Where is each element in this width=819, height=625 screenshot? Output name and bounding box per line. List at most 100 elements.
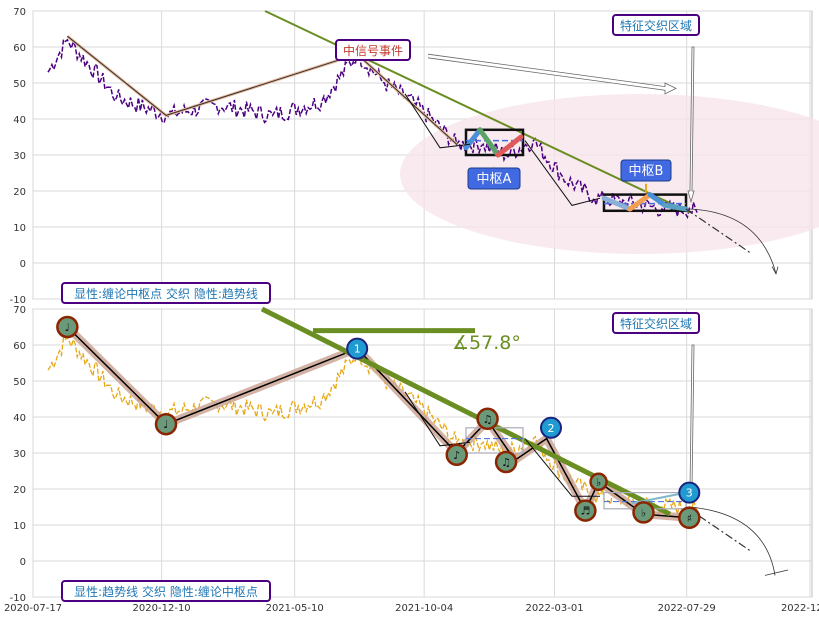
pivot-number-text: 3: [686, 487, 693, 500]
zone-arrow-top: [687, 46, 695, 204]
pivot-a-label: 中枢A: [467, 167, 521, 190]
x-tick-label: 2021-05-10: [266, 603, 324, 614]
bottom-y-tick-label: 10: [13, 521, 26, 532]
pivot-b-label: 中枢B: [620, 159, 672, 182]
note-marker: ♪: [445, 443, 468, 467]
top-y-tick-label: 30: [13, 151, 26, 162]
pivot-a-text: 中枢A: [477, 172, 512, 187]
top-y-tick-label: 40: [13, 115, 26, 126]
note-marker-glyph: ♪: [453, 449, 460, 462]
bottom-segment-a: [404, 391, 471, 447]
mid-legend-label: 显性:缠论中枢点 交织 隐性:趋势线: [61, 282, 271, 304]
top-projection-curve: [689, 208, 777, 274]
note-marker-glyph: ♩: [65, 321, 70, 334]
bottom-y-tick-label: 30: [13, 449, 26, 460]
top-y-tick-label: 60: [13, 43, 26, 54]
note-marker-glyph: ♫: [501, 456, 511, 469]
note-marker: ♯: [678, 506, 701, 530]
x-tick-label: 2021-10-04: [395, 603, 453, 614]
pivot-number-circle: [346, 337, 369, 360]
x-tick-label: 2022-03-01: [525, 603, 583, 614]
pivot-a-box: [464, 128, 525, 157]
bottom-legend-text: 显性:趋势线 交织 隐性:缠论中枢点: [74, 584, 258, 599]
angle-label: ∡57.8°: [452, 332, 521, 354]
pivot-number-text: 1: [354, 343, 361, 356]
note-marker-circle: [589, 472, 608, 492]
top-y-tick-label: -10: [10, 295, 26, 306]
note-marker-circle: [494, 450, 518, 474]
top-zone-label: 特征交织区域: [612, 14, 700, 36]
top-stroke-line: [67, 35, 458, 145]
bottom-y-tick-label: 50: [13, 377, 26, 388]
pivot-number-circle: [540, 416, 562, 439]
top-y-tick-label: 10: [13, 223, 26, 234]
bottom-projection-cap: [764, 569, 789, 576]
x-tick-label: 2020-07-17: [4, 603, 62, 614]
note-marker-circle: [445, 443, 468, 467]
note-marker-glyph: ♭: [641, 506, 646, 519]
bottom-pivot-a-box: [465, 427, 524, 454]
bottom-y-tick-label: 70: [13, 305, 26, 316]
note-marker-circle: [56, 315, 79, 339]
pivot-b-zigzag: [601, 195, 633, 212]
top-y-tick-label: 50: [13, 79, 26, 90]
note-marker: ♭: [589, 472, 608, 492]
note-marker: ♫: [476, 407, 499, 431]
x-tick-label: 2020-12-10: [133, 603, 191, 614]
x-tick-label: 2022-07-29: [658, 603, 716, 614]
x-tick-label: 2022-12-16: [781, 603, 819, 614]
signal-arrow: [427, 53, 677, 95]
note-marker: ♫: [494, 450, 518, 474]
top-segment-b: [524, 140, 601, 206]
bottom-y-tick-label: 20: [13, 485, 26, 496]
pivot-a-zigzag: [477, 127, 501, 158]
bottom-zone-text: 特征交织区域: [620, 316, 692, 331]
note-marker-glyph: ♯: [687, 512, 692, 525]
pivot-a-zigzag: [495, 134, 524, 158]
top-y-tick-label: 0: [20, 259, 26, 270]
note-marker-circle: [476, 407, 499, 431]
bottom-legend-label: 显性:趋势线 交织 隐性:缠论中枢点: [61, 580, 271, 602]
note-marker-circle: [574, 499, 597, 522]
pivot-b-text: 中枢B: [629, 164, 664, 179]
top-signal-label: 中信号事件: [335, 39, 411, 61]
bottom-zone-label: 特征交织区域: [612, 312, 700, 334]
note-marker: ♩: [154, 412, 178, 436]
pivot-b-zigzag: [627, 192, 653, 212]
pivot-number-text: 2: [548, 422, 555, 435]
note-marker-circle: [678, 506, 701, 530]
bottom-y-tick-label: 60: [13, 341, 26, 352]
note-marker-circle: [154, 412, 178, 436]
bottom-panel-marks: ♩ ♩ ♪ ♫ ♫ ♬ ♭ ♭ ♯ 1 2 3: [47, 306, 789, 576]
bottom-y-tick-label: 40: [13, 413, 26, 424]
note-marker: ♭: [632, 501, 655, 524]
top-y-tick-label: 20: [13, 187, 26, 198]
pivot-b-box: [602, 193, 688, 213]
note-marker: ♩: [56, 315, 79, 339]
note-marker: ♬: [574, 499, 597, 522]
bottom-projection: [685, 506, 753, 553]
note-marker-glyph: ♬: [580, 505, 590, 518]
bottom-projection-curve: [689, 506, 776, 576]
mid-legend-text: 显性:缠论中枢点 交织 隐性:趋势线: [74, 286, 258, 301]
top-price-series: [47, 37, 698, 220]
pivot-number-marker: 2: [540, 416, 562, 439]
top-signal-text: 中信号事件: [343, 43, 403, 58]
pivot-number-marker: 3: [678, 481, 701, 504]
tick-labels: -10010203040506070-100102030405060702020…: [4, 7, 819, 614]
note-marker-glyph: ♩: [163, 418, 168, 431]
bottom-y-tick-label: 0: [20, 557, 26, 568]
note-marker-circle: [632, 501, 655, 524]
top-y-tick-label: 70: [13, 7, 26, 18]
pivot-b-zigzag: [647, 192, 668, 208]
note-marker-glyph: ♫: [483, 413, 493, 426]
top-arrowhead: [771, 266, 779, 275]
bottom-y-tick-label: -10: [10, 593, 26, 604]
top-projection: [685, 208, 753, 255]
pivot-b-zigzag: [662, 202, 689, 212]
bottom-segment-b: [524, 438, 600, 497]
pivot-number-circle: [678, 481, 701, 504]
top-segment-a: [404, 93, 471, 149]
